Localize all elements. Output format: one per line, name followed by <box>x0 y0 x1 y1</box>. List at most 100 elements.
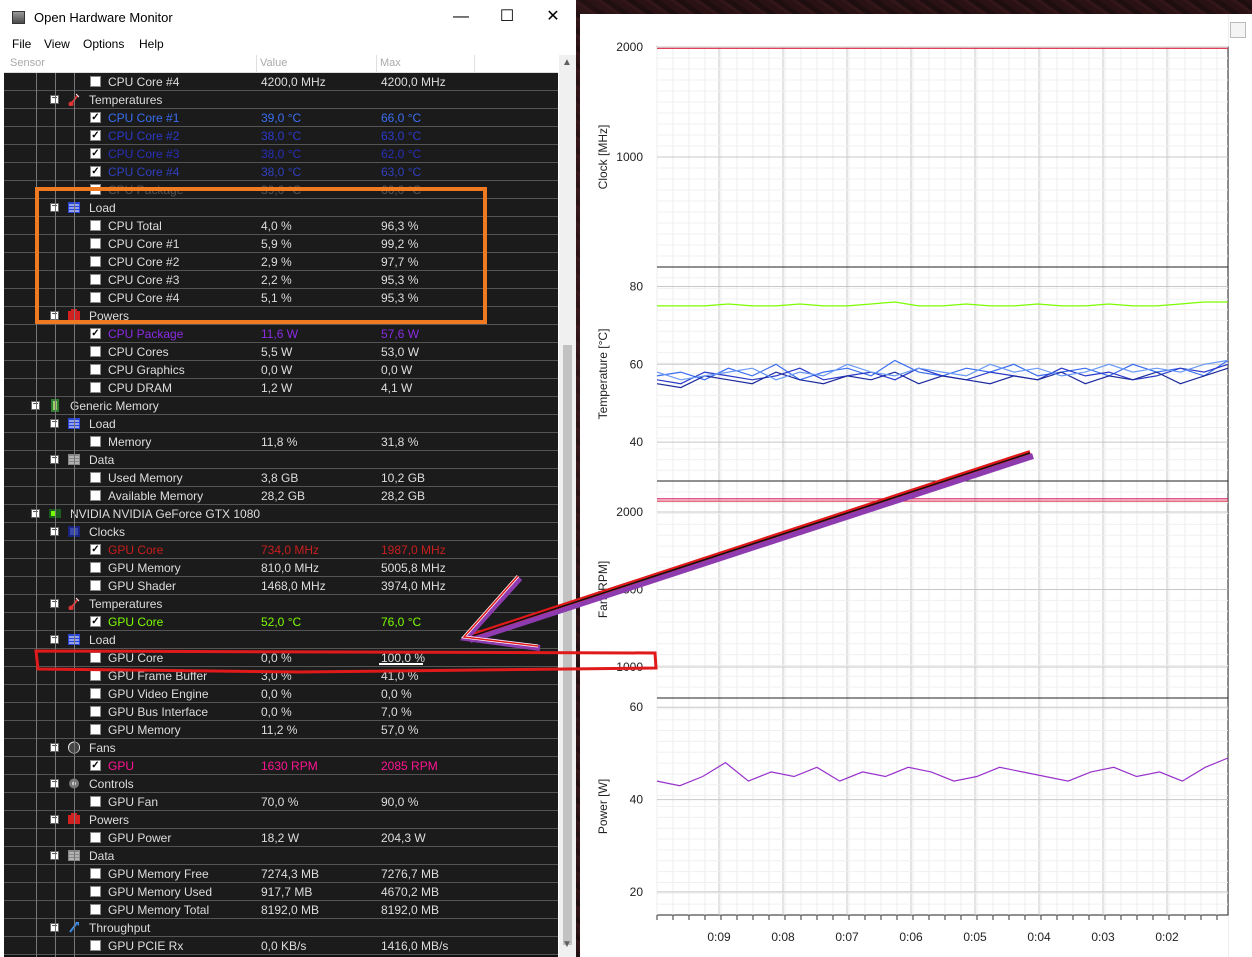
plot-checkbox[interactable] <box>90 940 101 951</box>
sensor-group[interactable]: − Powers <box>4 811 558 829</box>
sensor-row[interactable]: GPU Power 18,2 W 204,3 W <box>4 829 558 847</box>
collapse-icon[interactable]: − <box>50 778 59 788</box>
plot-checkbox[interactable] <box>90 490 101 501</box>
sensor-row[interactable]: GPU Memory 810,0 MHz 5005,8 MHz <box>4 559 558 577</box>
sensor-group[interactable]: − Fans <box>4 739 558 757</box>
sensor-row[interactable]: ✓ CPU Core #1 39,0 °C 66,0 °C <box>4 109 558 127</box>
plot-checkbox[interactable] <box>90 472 101 483</box>
plot-checkbox[interactable] <box>90 724 101 735</box>
sensor-row[interactable]: GPU Memory Total 8192,0 MB 8192,0 MB <box>4 901 558 919</box>
plot-checkbox[interactable] <box>90 868 101 879</box>
plot-checkbox[interactable] <box>90 346 101 357</box>
sensor-group[interactable]: − Clocks <box>4 523 558 541</box>
collapse-icon[interactable]: − <box>31 400 40 410</box>
sensor-row[interactable]: GPU Memory Free 7274,3 MB 7276,7 MB <box>4 865 558 883</box>
sensor-row[interactable]: CPU Core #4 5,1 % 95,3 % <box>4 289 558 307</box>
vertical-scrollbar[interactable]: ▲ ▼ <box>559 55 576 957</box>
menu-file[interactable]: File <box>12 37 32 51</box>
plot-checkbox[interactable]: ✓ <box>90 760 101 771</box>
sensor-row[interactable]: CPU DRAM 1,2 W 4,1 W <box>4 379 558 397</box>
collapse-icon[interactable]: − <box>50 94 59 104</box>
sensor-row[interactable]: CPU Total 4,0 % 96,3 % <box>4 217 558 235</box>
plot-scroll-button[interactable] <box>1230 22 1246 38</box>
collapse-icon[interactable]: − <box>50 742 59 752</box>
sensor-row[interactable]: GPU Memory 11,2 % 57,0 % <box>4 721 558 739</box>
plot-scrollbar[interactable] <box>1228 14 1252 957</box>
sensor-group[interactable]: − Controls <box>4 775 558 793</box>
scroll-up-icon[interactable]: ▲ <box>562 57 572 68</box>
collapse-icon[interactable]: − <box>50 634 59 644</box>
sensor-row[interactable]: Memory 11,8 % 31,8 % <box>4 433 558 451</box>
collapse-icon[interactable]: − <box>50 526 59 536</box>
sensor-group[interactable]: − Data <box>4 451 558 469</box>
column-max[interactable]: Max <box>380 57 401 69</box>
column-value[interactable]: Value <box>260 57 288 69</box>
plot-checkbox[interactable] <box>90 220 101 231</box>
menu-help[interactable]: Help <box>139 37 164 51</box>
menu-options[interactable]: Options <box>83 37 125 51</box>
plot-checkbox[interactable] <box>90 886 101 897</box>
sensor-group[interactable]: − Load <box>4 415 558 433</box>
sensor-row[interactable]: GPU Core 0,0 % 100,0 % <box>4 649 558 667</box>
menu-view[interactable]: View <box>44 37 70 51</box>
plot-checkbox[interactable]: ✓ <box>90 328 101 339</box>
sensor-row[interactable]: ✓ GPU Core 52,0 °C 76,0 °C <box>4 613 558 631</box>
sensor-row[interactable]: GPU Fan 70,0 % 90,0 % <box>4 793 558 811</box>
sensor-row[interactable]: ✓ CPU Core #4 38,0 °C 63,0 °C <box>4 163 558 181</box>
plot-checkbox[interactable] <box>90 562 101 573</box>
plot-checkbox[interactable] <box>90 904 101 915</box>
column-sensor[interactable]: Sensor <box>10 57 45 69</box>
plot-checkbox[interactable]: ✓ <box>90 130 101 141</box>
sensor-group[interactable]: − Load <box>4 631 558 649</box>
hardware-node[interactable]: − NVIDIA NVIDIA GeForce GTX 1080 <box>4 505 558 523</box>
sensor-row[interactable]: ✓ CPU Package 11,6 W 57,6 W <box>4 325 558 343</box>
column-divider[interactable] <box>256 55 257 72</box>
plot-checkbox[interactable] <box>90 436 101 447</box>
column-divider[interactable] <box>474 55 475 72</box>
collapse-icon[interactable]: − <box>50 454 59 464</box>
collapse-icon[interactable]: − <box>50 418 59 428</box>
collapse-icon[interactable]: − <box>50 850 59 860</box>
plot-checkbox[interactable] <box>90 796 101 807</box>
sensor-row[interactable]: CPU Core #1 5,9 % 99,2 % <box>4 235 558 253</box>
sensor-row[interactable]: ✓ CPU Core #3 38,0 °C 62,0 °C <box>4 145 558 163</box>
collapse-icon[interactable]: − <box>50 922 59 932</box>
scroll-down-icon[interactable]: ▼ <box>562 939 572 950</box>
plot-checkbox[interactable] <box>90 256 101 267</box>
sensor-row[interactable]: ✓ GPU Core 734,0 MHz 1987,0 MHz <box>4 541 558 559</box>
plot-checkbox[interactable] <box>90 76 101 87</box>
plot-checkbox[interactable] <box>90 832 101 843</box>
plot-checkbox[interactable] <box>90 184 101 195</box>
sensor-group[interactable]: − Powers <box>4 307 558 325</box>
sensor-row[interactable]: Available Memory 28,2 GB 28,2 GB <box>4 487 558 505</box>
sensor-row[interactable]: ✓ CPU Core #2 38,0 °C 63,0 °C <box>4 127 558 145</box>
sensor-row[interactable]: CPU Core #2 2,9 % 97,7 % <box>4 253 558 271</box>
sensor-row[interactable]: GPU Bus Interface 0,0 % 7,0 % <box>4 703 558 721</box>
plot-checkbox[interactable] <box>90 364 101 375</box>
sensor-group[interactable]: − Load <box>4 199 558 217</box>
sensor-row[interactable]: CPU Package 39,0 °C 66,0 °C <box>4 181 558 199</box>
sensor-group[interactable]: − Throughput <box>4 919 558 937</box>
sensor-row[interactable]: CPU Core #3 2,2 % 95,3 % <box>4 271 558 289</box>
plot-checkbox[interactable] <box>90 274 101 285</box>
sensor-row[interactable]: GPU PCIE Rx 0,0 KB/s 1416,0 MB/s <box>4 937 558 955</box>
plot-checkbox[interactable]: ✓ <box>90 166 101 177</box>
sensor-row[interactable]: GPU Video Engine 0,0 % 0,0 % <box>4 685 558 703</box>
plot-checkbox[interactable]: ✓ <box>90 112 101 123</box>
plot-checkbox[interactable] <box>90 670 101 681</box>
plot-checkbox[interactable]: ✓ <box>90 148 101 159</box>
hardware-node[interactable]: − Generic Memory <box>4 397 558 415</box>
sensor-row[interactable]: ✓ GPU 1630 RPM 2085 RPM <box>4 757 558 775</box>
plot-checkbox[interactable]: ✓ <box>90 616 101 627</box>
sensor-row[interactable]: GPU Shader 1468,0 MHz 3974,0 MHz <box>4 577 558 595</box>
sensor-row[interactable]: CPU Graphics 0,0 W 0,0 W <box>4 361 558 379</box>
sensor-row[interactable]: Used Memory 3,8 GB 10,2 GB <box>4 469 558 487</box>
minimize-button[interactable]: — <box>453 8 469 25</box>
column-divider[interactable] <box>376 55 377 72</box>
plot-checkbox[interactable] <box>90 292 101 303</box>
plot-checkbox[interactable] <box>90 688 101 699</box>
collapse-icon[interactable]: − <box>50 814 59 824</box>
sensor-group[interactable]: − Temperatures <box>4 91 558 109</box>
collapse-icon[interactable]: − <box>50 598 59 608</box>
sensor-group[interactable]: − Data <box>4 847 558 865</box>
